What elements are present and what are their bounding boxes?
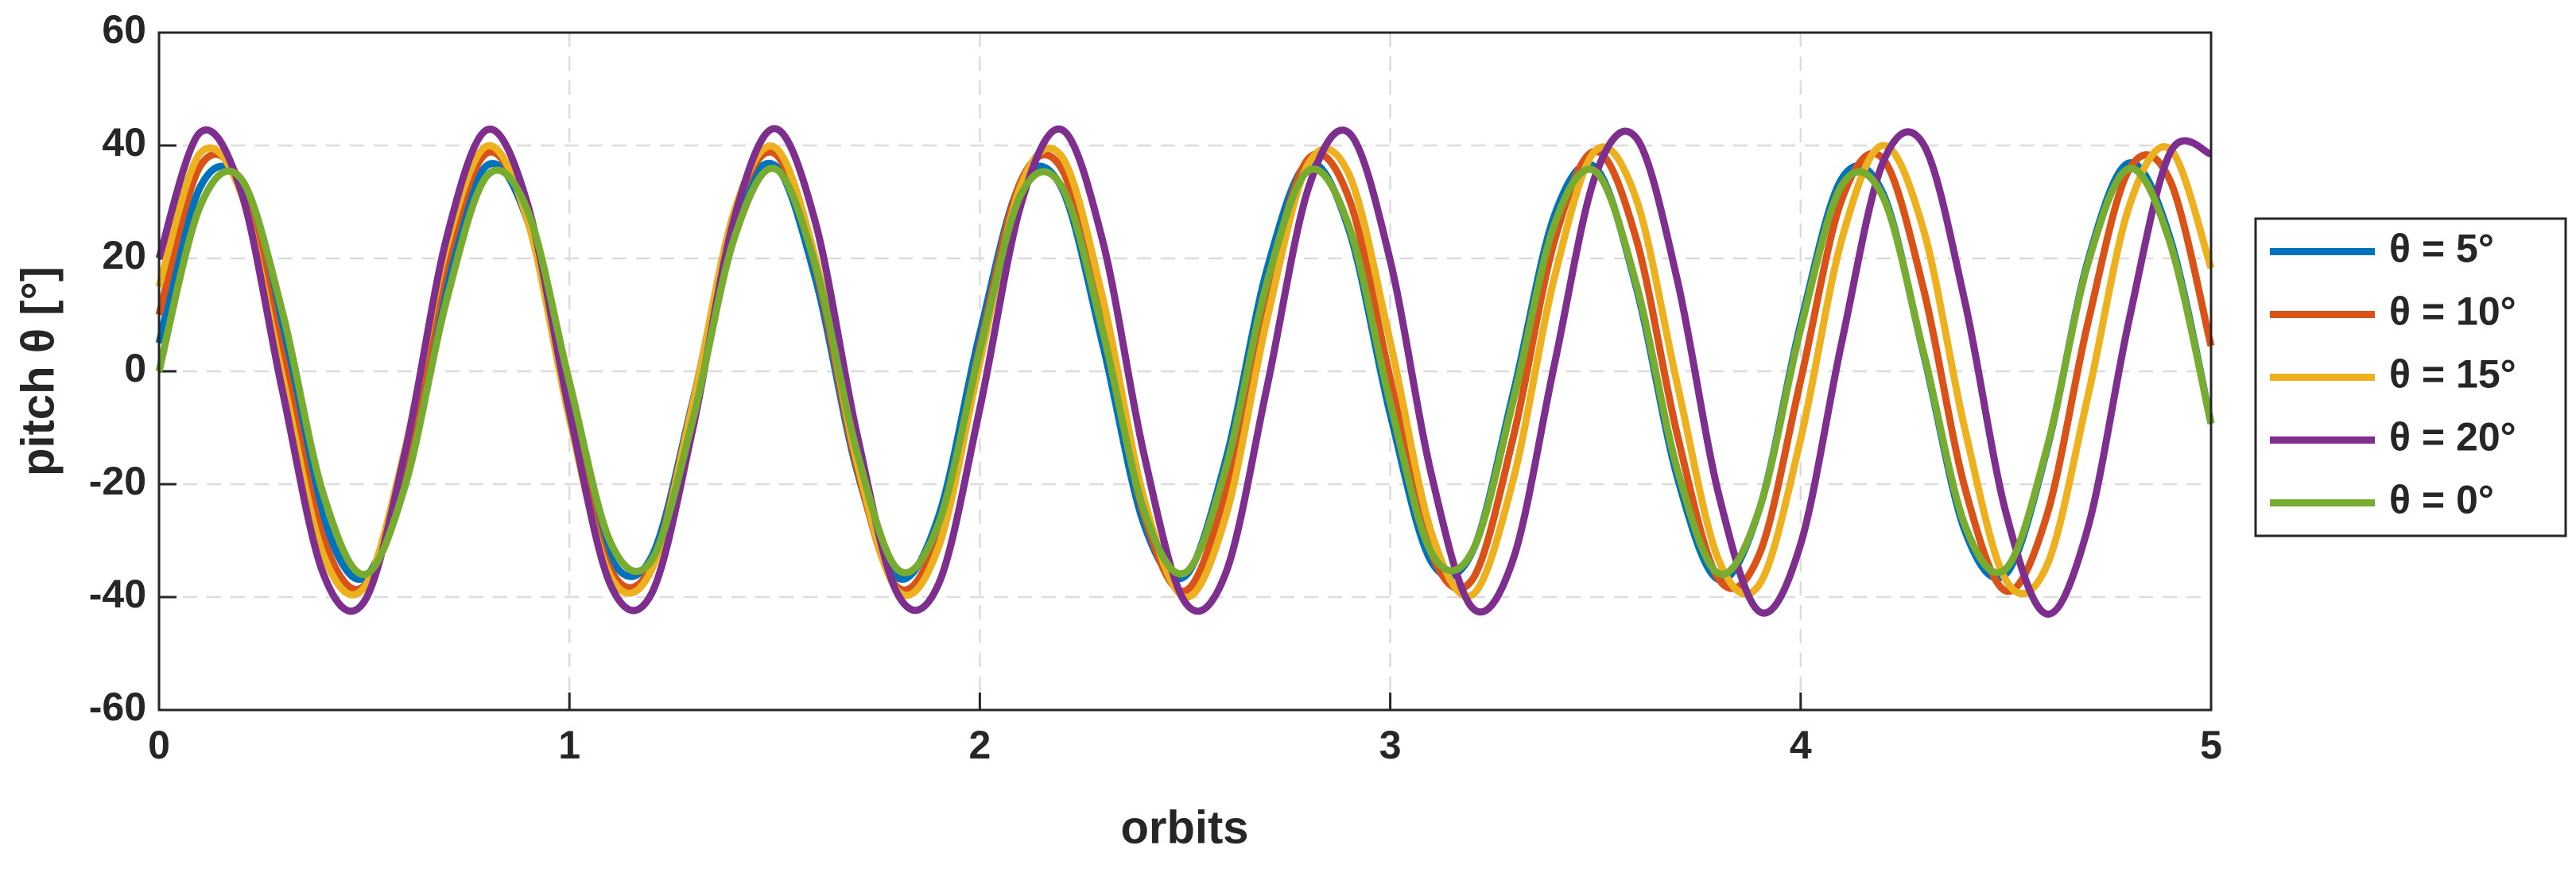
legend-label: θ = 15° [2389,352,2516,397]
y-tick-label: -40 [89,572,146,616]
x-tick-label: 1 [558,723,580,767]
x-tick-label: 2 [968,723,991,767]
legend-label: θ = 10° [2389,289,2516,334]
y-tick-label: -20 [89,459,146,503]
legend-label: θ = 0° [2389,478,2494,522]
x-tick-label: 3 [1379,723,1402,767]
x-tick-label: 0 [148,723,170,767]
y-axis-label: pitch θ [°] [12,266,64,476]
x-tick-label: 4 [1790,723,1812,767]
y-tick-label: -60 [89,685,146,729]
y-tick-label: 40 [102,120,146,165]
x-tick-label: 5 [2200,723,2222,767]
plot-frame [157,31,2213,712]
legend-label: θ = 5° [2389,227,2494,271]
series-line [155,125,2213,618]
x-axis-label: orbits [1120,801,1248,853]
legend-label: θ = 20° [2389,415,2516,460]
y-tick-label: 60 [102,7,146,52]
series-line [155,165,2215,579]
y-tick-label: 0 [124,346,146,390]
y-tick-label: 20 [102,233,146,277]
